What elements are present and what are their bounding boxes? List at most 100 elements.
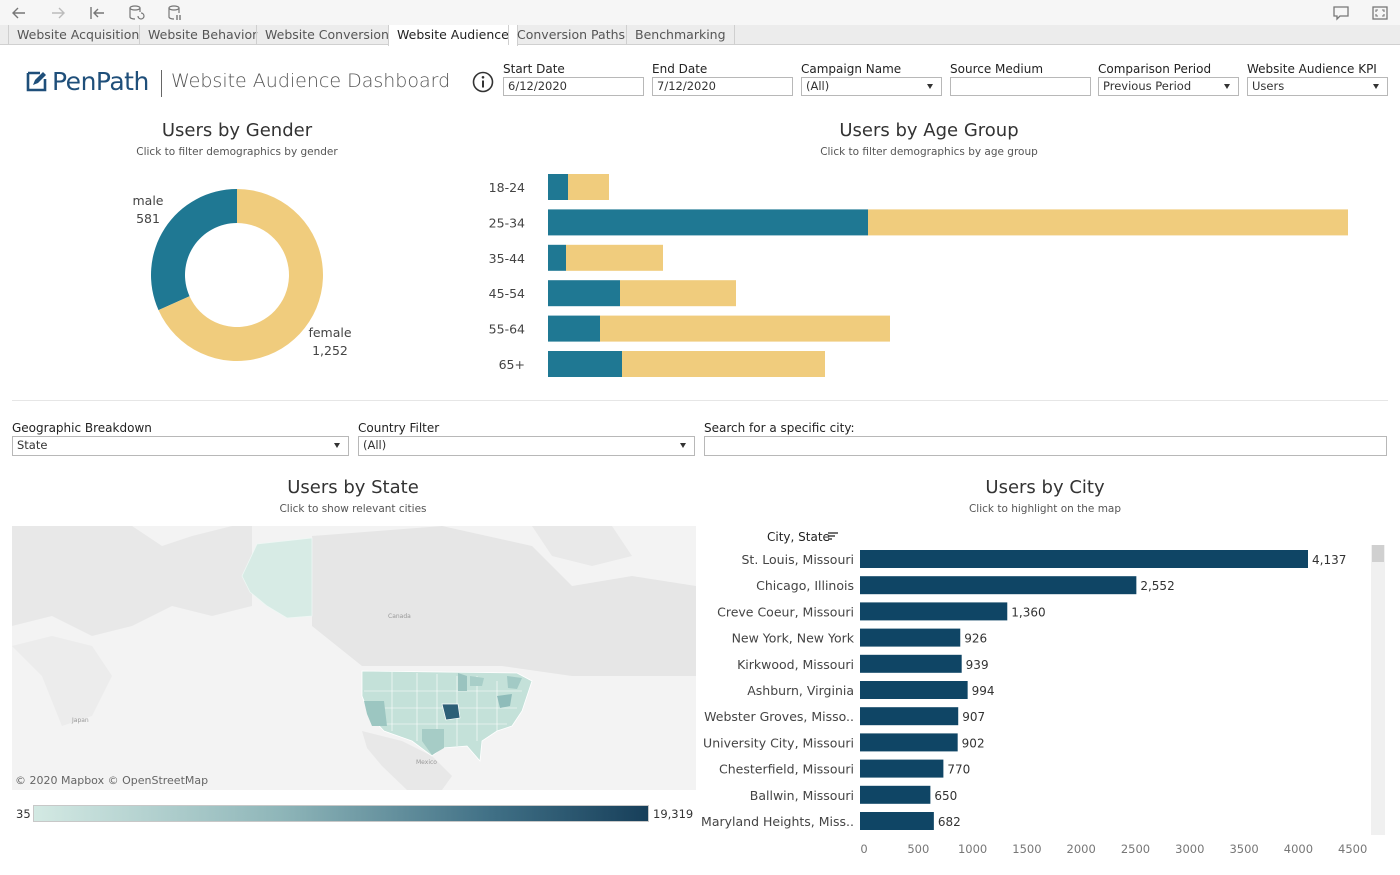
geo-breakdown-value: State: [17, 438, 48, 452]
city-bar[interactable]: [860, 681, 968, 699]
section-divider: [12, 400, 1388, 401]
refresh-data-icon[interactable]: [125, 2, 147, 24]
country-filter-select[interactable]: (All): [358, 436, 695, 456]
fullscreen-icon[interactable]: [1369, 2, 1391, 24]
donut-slice-male[interactable]: [151, 189, 237, 311]
campaign-select[interactable]: (All): [801, 77, 942, 96]
city-bar-value: 650: [934, 789, 957, 803]
gender-chart-title: Users by Gender: [161, 120, 313, 141]
map-state-california[interactable]: [364, 701, 387, 726]
city-axis-tick: 0: [860, 842, 867, 856]
city-bar[interactable]: [860, 733, 958, 752]
pause-data-icon[interactable]: [164, 2, 186, 24]
age-bar-gold-segment[interactable]: [568, 174, 609, 200]
age-tick-label: 25-34: [489, 215, 525, 230]
state-chart-subtitle: Click to show relevant cities: [279, 503, 427, 515]
start-date-input[interactable]: 6/12/2020: [503, 77, 644, 96]
city-tick-label: Maryland Heights, Miss..: [701, 814, 854, 829]
state-chart-title: Users by State: [287, 477, 419, 498]
logo: PenPath: [26, 64, 149, 98]
city-bar[interactable]: [860, 759, 944, 778]
source-medium-filter: Source Medium: [950, 61, 1091, 96]
city-bar[interactable]: [860, 707, 959, 726]
city-bar[interactable]: [860, 576, 1137, 595]
logo-text: PenPath: [52, 66, 149, 96]
map-state-new-york[interactable]: [507, 676, 522, 689]
age-bar-chart: 18-24 25-34 35-44 45-54 55-64 65+: [489, 174, 1348, 377]
age-bar-teal-segment[interactable]: [548, 174, 568, 200]
city-tick-label: St. Louis, Missouri: [742, 552, 855, 567]
city-bar[interactable]: [860, 628, 961, 647]
map-state-virginia[interactable]: [497, 694, 512, 708]
map-state-illinois[interactable]: [458, 673, 467, 691]
map-state-michigan[interactable]: [470, 676, 484, 686]
comment-icon[interactable]: [1330, 2, 1352, 24]
tab-conversion-paths[interactable]: Conversion Paths: [508, 25, 633, 45]
age-bar-gold-segment[interactable]: [566, 244, 663, 271]
comparison-period-value: Previous Period: [1103, 79, 1192, 93]
chevron-down-icon: [1224, 84, 1230, 89]
age-bar-teal-segment[interactable]: [548, 244, 566, 271]
city-axis-tick: 3500: [1229, 842, 1258, 856]
map-label-japan: Japan: [71, 717, 89, 724]
tab-website-behavior[interactable]: Website Behavior: [139, 25, 265, 45]
kpi-filter: Website Audience KPI Users: [1247, 61, 1388, 96]
scrollbar-thumb[interactable]: [1372, 545, 1384, 562]
first-page-icon[interactable]: [86, 2, 108, 24]
tab-benchmarking[interactable]: Benchmarking: [626, 25, 735, 45]
city-tick-label: University City, Missouri: [703, 735, 854, 750]
age-bar-teal-segment[interactable]: [548, 209, 868, 236]
age-bar-teal-segment[interactable]: [548, 351, 622, 377]
legend-max-value: 19,319: [653, 807, 694, 821]
city-bar-value: 2,552: [1140, 579, 1174, 593]
sort-icon[interactable]: [827, 531, 839, 543]
city-bar[interactable]: [860, 785, 931, 804]
forward-icon[interactable]: [47, 2, 69, 24]
state-map[interactable]: Canada Japan Mexico: [12, 526, 696, 790]
age-tick-label: 18-24: [489, 180, 525, 195]
geo-breakdown-select[interactable]: State: [12, 436, 349, 456]
city-scrollbar[interactable]: [1371, 545, 1385, 835]
city-tick-label: Chesterfield, Missouri: [719, 762, 854, 777]
penpath-logo-icon: [26, 71, 47, 92]
end-date-input[interactable]: 7/12/2020: [652, 77, 793, 96]
source-medium-label: Source Medium: [950, 62, 1044, 76]
map-state-missouri[interactable]: [441, 703, 461, 721]
city-bar-value: 4,137: [1312, 553, 1346, 567]
map-state-alaska[interactable]: [241, 537, 313, 619]
city-axis-tick: 3000: [1175, 842, 1204, 856]
age-bar-gold-segment[interactable]: [868, 209, 1348, 236]
age-bar-gold-segment[interactable]: [620, 280, 736, 307]
map-credit: © 2020 Mapbox © OpenStreetMap: [15, 774, 209, 787]
age-bar-teal-segment[interactable]: [548, 315, 600, 342]
tab-website-audience[interactable]: Website Audience: [388, 25, 518, 46]
tab-bar: Website Acquisition Website Behavior Web…: [0, 25, 1400, 46]
city-bar[interactable]: [860, 654, 962, 673]
tab-website-conversion[interactable]: Website Conversion: [256, 25, 397, 45]
donut-slice-female[interactable]: [158, 189, 324, 361]
city-bar[interactable]: [860, 602, 1008, 621]
donut-label-male: male: [133, 193, 164, 208]
source-medium-input[interactable]: [950, 77, 1091, 96]
info-icon[interactable]: [472, 71, 494, 93]
tab-website-acquisition[interactable]: Website Acquisition: [8, 25, 147, 45]
city-column-header: City, State: [767, 530, 830, 544]
city-search-input[interactable]: [704, 436, 1387, 456]
campaign-label: Campaign Name: [801, 62, 902, 76]
map-land-japan-region: [12, 636, 112, 726]
age-bar-gold-segment[interactable]: [600, 315, 890, 342]
age-bar-gold-segment[interactable]: [622, 351, 825, 377]
kpi-select[interactable]: Users: [1247, 77, 1388, 96]
map-label-mexico: Mexico: [416, 759, 437, 766]
comparison-period-select[interactable]: Previous Period: [1098, 77, 1239, 96]
city-axis-tick: 1500: [1012, 842, 1041, 856]
back-icon[interactable]: [8, 2, 30, 24]
map-state-texas[interactable]: [422, 729, 444, 755]
city-bar[interactable]: [860, 550, 1308, 568]
city-bar-value: 682: [938, 815, 961, 829]
city-bar-value: 926: [964, 632, 987, 646]
end-date-label: End Date: [652, 62, 708, 76]
age-bar-teal-segment[interactable]: [548, 280, 620, 307]
city-bar[interactable]: [860, 812, 934, 830]
map-label-canada: Canada: [388, 613, 411, 620]
